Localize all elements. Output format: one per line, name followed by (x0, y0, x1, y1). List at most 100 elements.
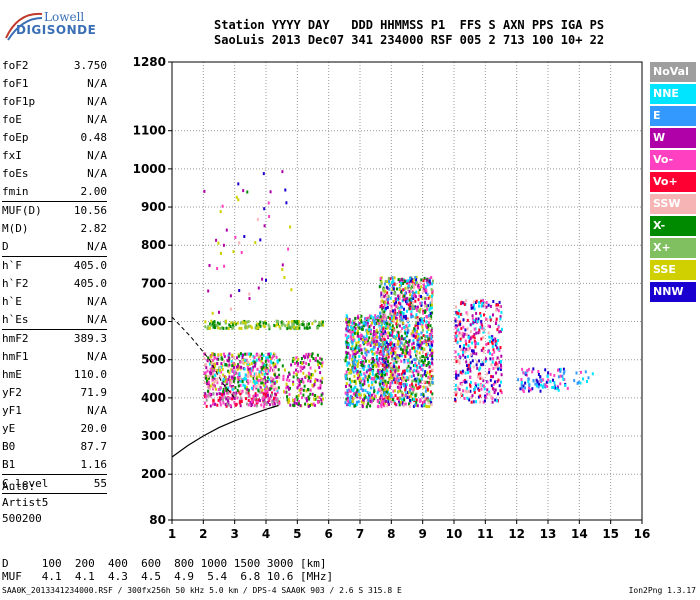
echo-point (319, 323, 322, 327)
echo-point (469, 384, 472, 388)
echo-point (480, 299, 483, 303)
echo-point (223, 354, 226, 358)
echo-point (492, 300, 495, 303)
echo-point (365, 321, 368, 325)
echo-point (397, 339, 399, 343)
echo-point (358, 337, 360, 341)
echo-point (408, 298, 411, 302)
echo-point (559, 367, 562, 371)
echo-point (420, 295, 422, 298)
echo-point (262, 405, 265, 409)
echo-point (276, 323, 278, 327)
echo-point (413, 329, 416, 333)
echo-point (383, 370, 386, 374)
echo-point (259, 378, 262, 382)
echo-point (374, 314, 377, 318)
echo-point (425, 290, 428, 294)
param-value: 87.7 (80, 440, 108, 453)
echo-point (401, 305, 404, 309)
echo-point (356, 370, 359, 374)
echo-point (259, 390, 262, 394)
echo-point (431, 311, 433, 315)
plot-frame (171, 61, 643, 521)
echo-point (213, 353, 216, 357)
echo-point (403, 360, 406, 364)
echo-point (290, 326, 293, 330)
echo-point (580, 370, 582, 374)
echo-point (534, 382, 537, 386)
echo-point (249, 324, 252, 328)
echo-point (389, 370, 392, 373)
echo-point (398, 344, 401, 348)
echo-point (475, 317, 478, 321)
echo-point (552, 378, 554, 382)
echo-point (262, 354, 265, 358)
echo-point (412, 364, 415, 368)
echo-point (261, 361, 264, 365)
echo-point (420, 367, 423, 371)
echo-point (393, 346, 395, 350)
echo-point (479, 383, 482, 387)
echo-point (207, 356, 210, 360)
x-tick-label: 12 (508, 527, 525, 541)
echo-point (470, 400, 473, 404)
echo-point (393, 335, 396, 339)
echo-point (225, 404, 228, 408)
echo-point (458, 361, 461, 365)
echo-point (479, 366, 482, 370)
echo-point (404, 331, 407, 335)
echo-point (275, 319, 278, 323)
echo-point (233, 363, 236, 367)
echo-point (261, 397, 264, 401)
echo-point (395, 325, 398, 329)
echo-point (320, 400, 323, 404)
echo-point (387, 343, 390, 346)
echo-point (355, 390, 358, 394)
echo-point (458, 388, 461, 392)
echo-point (527, 380, 530, 384)
echo-point (419, 385, 422, 389)
echo-point (391, 330, 394, 334)
echo-point (301, 362, 304, 365)
echo-point (383, 391, 386, 395)
x-tick-label: 7 (356, 527, 364, 541)
echo-point (209, 362, 211, 366)
echo-point (296, 319, 299, 323)
echo-point (348, 318, 351, 321)
echo-point (302, 361, 305, 365)
echo-point (404, 292, 407, 295)
echo-point (296, 364, 299, 368)
echo-point (362, 361, 365, 365)
echo-point (393, 343, 396, 347)
echo-point (389, 376, 392, 380)
echo-point (431, 326, 433, 330)
echo-point (261, 277, 264, 281)
echo-point (461, 369, 464, 373)
echo-point (307, 354, 310, 358)
echo-point (219, 327, 222, 330)
echo-point (415, 404, 418, 407)
echo-point (454, 388, 457, 391)
echo-point (391, 354, 394, 358)
echo-point (389, 338, 392, 342)
echo-point (418, 288, 421, 291)
echo-point (293, 403, 296, 407)
echo-point (456, 340, 459, 344)
echo-point (398, 365, 400, 369)
echo-point (470, 303, 473, 307)
echo-point (356, 400, 358, 404)
echo-point (383, 393, 386, 397)
echo-point (284, 390, 287, 394)
echo-point (309, 388, 312, 392)
echo-point (404, 314, 407, 318)
echo-point (540, 379, 543, 383)
echo-point (361, 327, 364, 331)
echo-point (413, 327, 416, 331)
echo-point (299, 369, 302, 373)
echo-point (224, 379, 227, 383)
echo-point (535, 384, 538, 388)
echo-point (239, 396, 242, 400)
param-row: B0 87.7 (2, 438, 107, 456)
echo-point (404, 286, 407, 290)
echo-point (348, 356, 351, 360)
